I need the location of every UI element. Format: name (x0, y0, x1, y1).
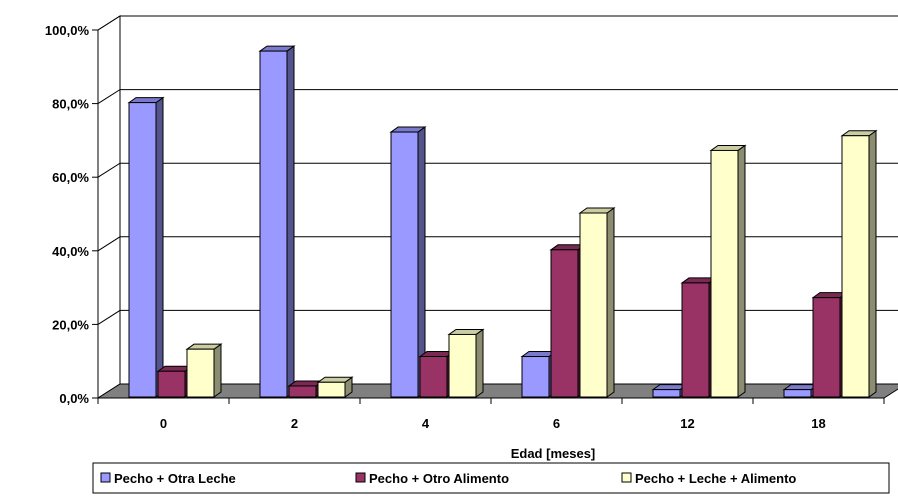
bar (258, 45, 296, 398)
bar (447, 328, 485, 398)
y-axis: 0,0% 20,0% 40,0% 60,0% 80,0% 100,0% (45, 23, 99, 406)
x-tick-label: 18 (811, 416, 825, 431)
bar-top (127, 97, 165, 104)
bar-side (868, 129, 877, 398)
gridlines (97, 15, 898, 325)
x-axis: 0 2 4 6 12 18 (97, 397, 885, 431)
x-axis-title: Edad [meses] (511, 446, 596, 461)
y-tick-label: 40,0% (52, 244, 89, 259)
chart-walls (97, 15, 898, 399)
bar-top (316, 376, 354, 383)
bar-top (840, 130, 878, 137)
bar-front (448, 333, 477, 398)
legend-swatch (621, 472, 632, 483)
gridline (97, 89, 898, 105)
bar (578, 207, 616, 398)
gridline (97, 309, 898, 325)
y-tick-label: 0,0% (59, 391, 89, 406)
legend-box (92, 462, 890, 494)
gridline (97, 162, 898, 178)
bar-front (652, 389, 681, 398)
bar-front (710, 149, 739, 398)
x-tick-label: 2 (291, 416, 298, 431)
legend-label: Pecho + Leche + Alimento (635, 471, 796, 486)
bar-top (258, 45, 296, 52)
bar-side (213, 343, 222, 398)
back-wall (119, 15, 898, 385)
gridline (97, 15, 898, 31)
bar-top (709, 144, 747, 151)
bar-side (475, 328, 484, 398)
bar-side (606, 207, 615, 398)
bar (127, 96, 165, 398)
bar-top (389, 126, 427, 133)
bar-front (579, 212, 608, 398)
y-tick-label: 100,0% (45, 23, 90, 38)
legend-swatch (100, 472, 111, 483)
bar-front (521, 356, 550, 398)
x-tick-label: 6 (553, 416, 560, 431)
legend-swatch (355, 472, 366, 483)
bar-front (317, 381, 346, 398)
bar-front (550, 249, 579, 398)
bars (127, 45, 878, 398)
bar-front (812, 297, 841, 398)
x-tick-label: 4 (422, 416, 430, 431)
legend-label: Pecho + Otra Leche (114, 471, 236, 486)
bar-front (681, 282, 710, 398)
gridline (97, 236, 898, 252)
x-tick-label: 12 (680, 416, 694, 431)
bar (709, 144, 747, 398)
y-tick-label: 80,0% (52, 97, 89, 112)
bar-front (186, 348, 215, 398)
bar-front (128, 102, 157, 398)
bar-top (185, 343, 223, 350)
bar-side (737, 144, 746, 398)
side-wall (97, 15, 121, 399)
legend-label: Pecho + Otro Alimento (369, 471, 509, 486)
bar-front (288, 385, 317, 398)
bar (840, 129, 878, 398)
x-tick-label: 0 (160, 416, 167, 431)
bar-top (447, 328, 485, 335)
bar-side (286, 45, 295, 398)
bar-front (259, 50, 288, 398)
y-tick-label: 20,0% (52, 317, 89, 332)
bar (185, 343, 223, 398)
y-tick-label: 60,0% (52, 170, 89, 185)
bar-front (783, 389, 812, 398)
bar-front (419, 356, 448, 398)
bar-top (578, 207, 616, 214)
bar (389, 126, 427, 398)
bar-front (390, 131, 419, 398)
bar (316, 376, 354, 398)
bar-front (841, 135, 870, 398)
bar-side (155, 96, 164, 398)
legend: Pecho + Otra Leche Pecho + Otro Alimento P… (92, 462, 890, 494)
bar-front (157, 370, 186, 398)
